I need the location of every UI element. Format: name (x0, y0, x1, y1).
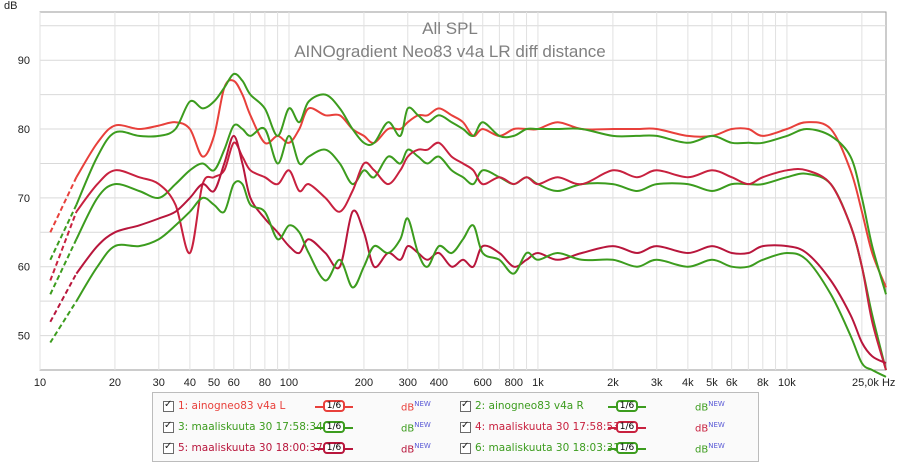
smoothing-button-1[interactable]: 1/6 (315, 399, 353, 413)
series-5-low-extension (49, 273, 78, 323)
legend-item-1[interactable]: 1: ainogneo83 v4a L 1/6 dBNEW (161, 398, 451, 418)
x-tick-label: 2k (607, 377, 619, 389)
x-tick-label: 60 (228, 377, 240, 389)
x-tick-label: 4k (682, 377, 694, 389)
legend-label-6: 6: maaliskuuta 30 18:03:31 (475, 442, 620, 454)
x-tick-label: 6k (726, 377, 738, 389)
db-new-6[interactable]: dBNEW (695, 442, 725, 456)
legend-checkbox-5[interactable] (163, 441, 174, 454)
legend-item-4[interactable]: 4: maaliskuuta 30 17:58:53 1/6 dBNEW (458, 419, 753, 439)
x-tick-label: 300 (399, 377, 417, 389)
db-new-2[interactable]: dBNEW (695, 400, 725, 414)
x-tick-label: 800 (505, 377, 523, 389)
db-new-4[interactable]: dBNEW (695, 421, 725, 435)
smoothing-button-6[interactable]: 1/6 (608, 441, 646, 455)
x-tick-label: 10k (778, 377, 796, 389)
series-3-low-extension (49, 238, 78, 295)
y-tick-label: 90 (18, 55, 30, 67)
legend-label-5: 5: maaliskuuta 30 18:00:37 (178, 442, 323, 454)
y-tick-label: 60 (18, 262, 30, 274)
x-tick-label: 600 (474, 377, 492, 389)
x-tick-label: 10 (34, 377, 46, 389)
series-2-low-extension (49, 204, 78, 261)
y-tick-label: 80 (18, 124, 30, 136)
series-5-line (75, 134, 887, 365)
legend-item-6[interactable]: 6: maaliskuuta 30 18:03:31 1/6 dBNEW (458, 440, 753, 460)
legend-label-1: 1: ainogneo83 v4a L (178, 400, 286, 412)
db-new-5[interactable]: dBNEW (401, 442, 431, 456)
smoothing-button-3[interactable]: 1/6 (315, 420, 353, 434)
series-layer (49, 72, 887, 378)
legend-label-2: 2: ainogneo83 v4a R (475, 400, 584, 412)
y-tick-label: 50 (18, 331, 30, 343)
series-6-low-extension (49, 300, 78, 344)
legend-checkbox-1[interactable] (163, 399, 174, 412)
x-tick-label: 25,0k Hz (852, 377, 895, 389)
legend-label-3: 3: maaliskuuta 30 17:58:34 (178, 421, 323, 433)
y-tick-labels: 50 60 70 80 90 (18, 55, 30, 342)
smoothing-button-5[interactable]: 1/6 (315, 441, 353, 455)
x-tick-label: 3k (651, 377, 663, 389)
x-tick-labels: 10 20 30 40 50 60 80 100 200 300 400 600 800 1k 2k 3k 4k… (34, 377, 896, 389)
smoothing-button-4[interactable]: 1/6 (608, 420, 646, 434)
chart-title: All SPL (422, 19, 478, 38)
x-tick-label: 50 (208, 377, 220, 389)
legend-checkbox-6[interactable] (460, 441, 471, 454)
x-tick-label: 5k (706, 377, 718, 389)
series-6-line (75, 180, 887, 378)
series-4-line (75, 141, 887, 371)
y-tick-label: 70 (18, 193, 30, 205)
x-tick-label: 30 (153, 377, 165, 389)
legend-checkbox-2[interactable] (460, 399, 471, 412)
legend-checkbox-3[interactable] (163, 420, 174, 433)
db-new-1[interactable]: dBNEW (401, 400, 431, 414)
series-3-line (75, 123, 887, 371)
chart-subtitle: AINOgradient Neo83 v4a LR diff distance (294, 42, 606, 61)
x-tick-label: 1k (532, 377, 544, 389)
smoothing-button-2[interactable]: 1/6 (608, 399, 646, 413)
y-axis-label: dB (4, 0, 17, 12)
x-tick-label: 40 (184, 377, 196, 389)
series-2-line (75, 72, 887, 295)
legend-item-5[interactable]: 5: maaliskuuta 30 18:00:37 1/6 dBNEW (161, 440, 451, 460)
x-tick-label: 80 (259, 377, 271, 389)
legend-label-4: 4: maaliskuuta 30 17:58:53 (475, 421, 620, 433)
x-tick-label: 400 (430, 377, 448, 389)
x-tick-label: 20 (109, 377, 121, 389)
db-new-3[interactable]: dBNEW (401, 421, 431, 435)
legend: 1: ainogneo83 v4a L 1/6 dBNEW 2: ainogne… (152, 392, 759, 462)
legend-checkbox-4[interactable] (460, 420, 471, 433)
x-tick-label: 100 (280, 377, 298, 389)
x-tick-label: 8k (757, 377, 769, 389)
legend-item-2[interactable]: 2: ainogneo83 v4a R 1/6 dBNEW (458, 398, 753, 418)
spl-chart: 50 60 70 80 90 10 20 30 40 50 60 80 100 200 300 400 600… (4, 0, 896, 389)
legend-item-3[interactable]: 3: maaliskuuta 30 17:58:34 1/6 dBNEW (161, 419, 451, 439)
series-4-low-extension (49, 211, 78, 281)
series-1-low-extension (49, 176, 78, 233)
x-tick-label: 200 (355, 377, 373, 389)
